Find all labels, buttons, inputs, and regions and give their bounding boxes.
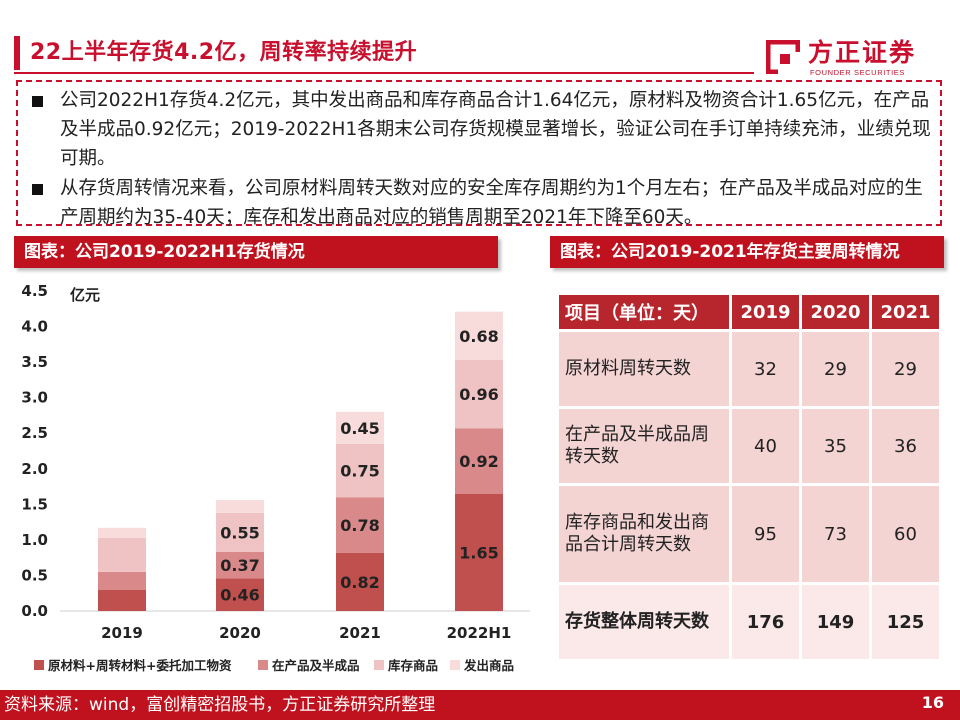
table-cell: 32: [732, 332, 799, 406]
y-axis-unit: 亿元: [70, 286, 100, 304]
y-tick-label: 1.5: [21, 495, 48, 513]
table-cell: 35: [802, 409, 869, 483]
title-accent-bar: [14, 36, 20, 70]
legend-swatch: [34, 660, 44, 670]
bar-segment: [455, 428, 503, 494]
legend-label: 库存商品: [388, 658, 438, 673]
y-tick-label: 2.0: [21, 460, 48, 478]
table-header-cell: 2019: [732, 295, 799, 329]
row-label: 在产品及半成品周转天数: [559, 409, 729, 483]
summary-box: 公司2022H1存货4.2亿元，其中发出商品和库存商品合计1.64亿元，原材料及…: [16, 80, 942, 228]
bullet-item: 从存货周转情况来看，公司原材料周转天数对应的安全库存周期约为1个月左右；在产品及…: [32, 174, 932, 232]
data-label: 0.55: [220, 523, 259, 542]
table-cell: 29: [872, 332, 939, 406]
data-label: 0.37: [220, 556, 259, 575]
table-header-cell: 2021: [872, 295, 939, 329]
data-label: 0.96: [459, 385, 498, 404]
inventory-stacked-bar-chart: 0.0 0.5 1.0 1.5 2.0 2.5 3.0 3.5 4.0 4.5 亿元 2019 0.46…: [21, 282, 530, 673]
bar-segment: [455, 493, 503, 611]
bar-segment: [216, 551, 264, 579]
bar-segment: [98, 589, 146, 611]
data-label: 0.45: [340, 419, 379, 438]
bullet-text: 从存货周转情况来看，公司原材料周转天数对应的安全库存周期约为1个月左右；在产品及…: [60, 178, 923, 228]
y-tick-label: 3.0: [21, 389, 48, 407]
bar-segment: [98, 527, 146, 538]
legend-swatch: [374, 660, 384, 670]
x-tick-label: 2021: [339, 624, 381, 642]
bullet-text: 公司2022H1存货4.2亿元，其中发出商品和库存商品合计1.64亿元，原材料及…: [60, 90, 931, 169]
founder-logo-icon: [766, 40, 800, 74]
data-label: 0.46: [220, 586, 259, 605]
y-tick-label: 4.0: [21, 318, 48, 336]
data-label: 0.75: [340, 462, 379, 481]
left-section-header: 图表：公司2019-2022H1存货情况: [14, 236, 498, 268]
table-header-row: 项目（单位：天） 2019 2020 2021: [559, 295, 939, 329]
table-cell: 149: [802, 585, 869, 659]
table-cell: 60: [872, 486, 939, 582]
bar-segment: [336, 497, 384, 553]
data-label: 0.82: [340, 573, 379, 592]
bar-segment: [216, 578, 264, 611]
table-row: 原材料周转天数 32 29 29: [559, 332, 939, 406]
turnover-table: 项目（单位：天） 2019 2020 2021 原材料周转天数 32 29 29…: [556, 292, 942, 662]
x-tick-label: 2019: [101, 624, 143, 642]
bar-segment: [455, 359, 503, 429]
table-header-cell: 2020: [802, 295, 869, 329]
page-number: 16: [921, 693, 944, 712]
row-label: 原材料周转天数: [559, 332, 729, 406]
logo-text-cn: 方正证券: [808, 38, 917, 67]
right-section-header: 图表：公司2019-2021年存货主要周转情况: [550, 236, 944, 268]
table-cell: 29: [802, 332, 869, 406]
bar-segment: [336, 552, 384, 611]
founder-securities-logo: 方正证券 FOUNDER SECURITIES: [766, 38, 946, 82]
table-cell: 73: [802, 486, 869, 582]
legend-label: 在产品及半成品: [272, 658, 360, 673]
bar-segment: [455, 311, 503, 360]
bar-segment: [98, 537, 146, 572]
data-label: 1.65: [459, 543, 498, 562]
data-label: 0.78: [340, 516, 379, 535]
bullet-item: 公司2022H1存货4.2亿元，其中发出商品和库存商品合计1.64亿元，原材料及…: [32, 86, 932, 173]
page-title: 22上半年存货4.2亿，周转率持续提升: [30, 40, 418, 65]
table-header-cell: 项目（单位：天）: [559, 295, 729, 329]
bullet-square-icon: [32, 184, 43, 195]
x-tick-label: 2020: [219, 624, 261, 642]
table-cell: 125: [872, 585, 939, 659]
table-cell: 176: [732, 585, 799, 659]
bar-segment: [336, 443, 384, 498]
data-label: 0.92: [459, 452, 498, 471]
footer-bar: 资料来源：wind，富创精密招股书，方正证券研究所整理 16: [0, 690, 960, 720]
table-cell: 95: [732, 486, 799, 582]
bar-segment: [98, 571, 146, 590]
data-label: 0.68: [459, 327, 498, 346]
table-cell: 40: [732, 409, 799, 483]
y-tick-label: 3.5: [21, 353, 48, 371]
logo-text-en: FOUNDER SECURITIES: [810, 68, 905, 77]
title-divider: [14, 72, 754, 74]
y-tick-label: 1.0: [21, 531, 48, 549]
y-tick-label: 0.5: [21, 566, 48, 584]
row-label: 存货整体周转天数: [559, 585, 729, 659]
bullet-square-icon: [32, 96, 43, 107]
y-tick-label: 2.5: [21, 424, 48, 442]
table-row: 库存商品和发出商品合计周转天数 95 73 60: [559, 486, 939, 582]
legend-label: 原材料+周转材料+委托加工物资: [48, 658, 232, 673]
legend-label: 发出商品: [463, 658, 514, 673]
table-cell: 36: [872, 409, 939, 483]
table-total-row: 存货整体周转天数 176 149 125: [559, 585, 939, 659]
bar-segment: [336, 411, 384, 444]
y-tick-label: 4.5: [21, 282, 48, 300]
bar-segment: [216, 512, 264, 552]
legend-swatch: [450, 660, 460, 670]
x-tick-label: 2022H1: [447, 624, 512, 642]
footer-source: 资料来源：wind，富创精密招股书，方正证券研究所整理: [4, 695, 436, 715]
y-tick-label: 0.0: [21, 602, 48, 620]
row-label: 库存商品和发出商品合计周转天数: [559, 486, 729, 582]
bar-segment: [216, 500, 264, 513]
legend-swatch: [258, 660, 268, 670]
table-row: 在产品及半成品周转天数 40 35 36: [559, 409, 939, 483]
